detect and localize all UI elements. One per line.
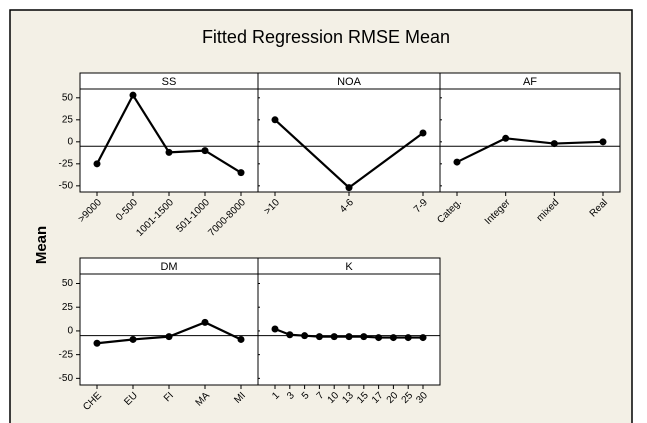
y-tick-label: 50 (62, 92, 74, 103)
point (237, 169, 245, 177)
point (419, 129, 427, 137)
point (550, 140, 558, 148)
point (404, 334, 412, 342)
point (237, 335, 245, 343)
point (286, 331, 294, 339)
point (502, 134, 510, 142)
y-tick-label: 0 (67, 326, 73, 337)
point (330, 333, 338, 341)
point (301, 332, 309, 340)
panel-title: K (345, 261, 353, 273)
y-tick-label: -25 (59, 349, 74, 360)
point (165, 148, 173, 156)
line (456, 137, 604, 164)
point (360, 333, 368, 341)
y-tick-label: 25 (62, 302, 74, 313)
panel (79, 273, 259, 386)
point (345, 184, 353, 192)
point (165, 333, 173, 341)
point (93, 339, 101, 347)
point (419, 334, 427, 342)
panel (79, 88, 259, 193)
point (389, 334, 397, 342)
panel-title: SS (162, 76, 177, 88)
point (599, 138, 607, 146)
y-tick-label: 25 (62, 114, 74, 125)
point (201, 147, 209, 155)
y-tick-label: 0 (67, 136, 73, 147)
point (271, 116, 279, 124)
point (201, 318, 209, 326)
point (315, 333, 323, 341)
panel-title: AF (523, 76, 537, 88)
panel-title: NOA (337, 76, 362, 88)
point (271, 325, 279, 333)
panel-title: DM (160, 261, 177, 273)
point (129, 335, 137, 343)
panel-header (439, 72, 621, 90)
point (93, 160, 101, 168)
y-tick-label: -25 (59, 158, 74, 169)
panel-header (257, 257, 441, 275)
chart-title: Fitted Regression RMSE Mean (202, 27, 450, 47)
point (129, 91, 137, 99)
panel (257, 273, 441, 386)
y-axis-label: Mean (33, 226, 50, 264)
y-tick-label: -50 (59, 373, 74, 384)
y-tick-label: -50 (59, 180, 74, 191)
point (345, 333, 353, 341)
y-tick-label: 50 (62, 278, 74, 289)
point (375, 334, 383, 342)
point (453, 158, 461, 166)
